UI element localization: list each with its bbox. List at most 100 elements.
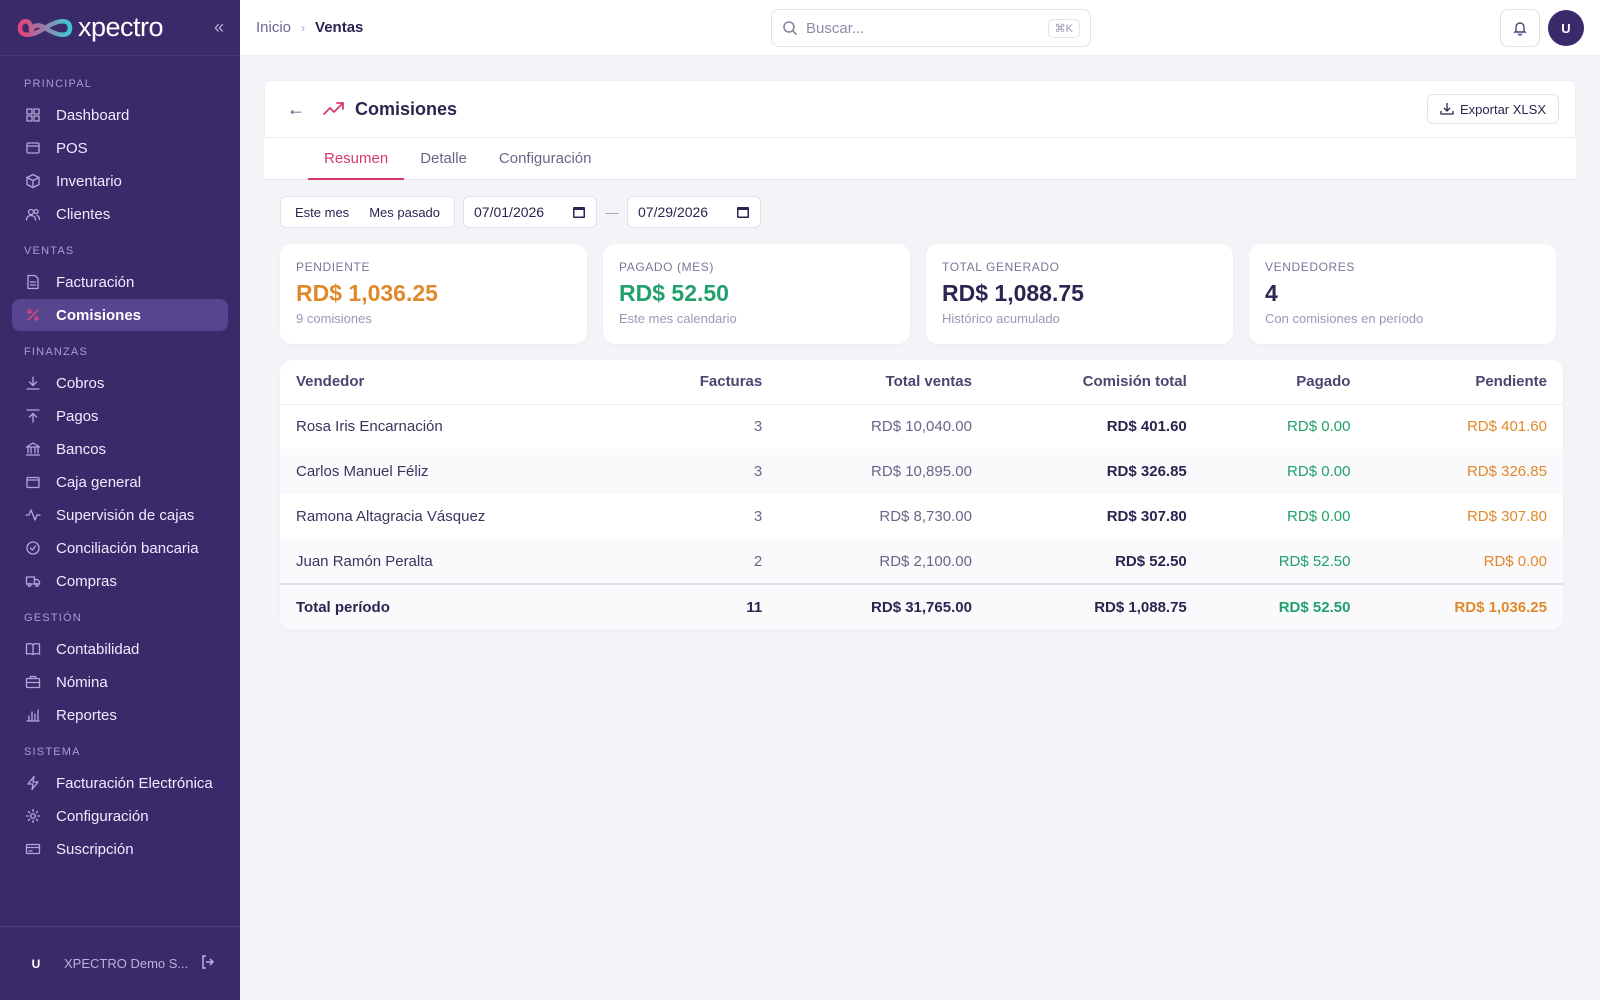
sidebar-item-reportes[interactable]: Reportes — [12, 699, 228, 731]
sidebar-item-configuracion[interactable]: Configuración — [12, 800, 228, 832]
column-header[interactable]: Vendedor — [280, 360, 630, 405]
chevron-right-icon: › — [301, 20, 306, 35]
card-value: RD$ 1,088.75 — [942, 280, 1084, 306]
bank-icon — [24, 440, 42, 458]
sidebar-item-label: Bancos — [56, 440, 107, 458]
box-icon — [24, 172, 42, 190]
sidebar-item-inventario[interactable]: Inventario — [12, 165, 228, 197]
tab-detalle[interactable]: Detalle — [420, 149, 467, 167]
sidebar-item-facturacion-electronica[interactable]: Facturación Electrónica — [12, 767, 228, 799]
search-box[interactable]: ⌘K — [771, 9, 1091, 47]
search-input[interactable] — [806, 19, 1048, 37]
card-value: RD$ 52.50 — [619, 280, 729, 306]
total-cell: Total período — [280, 583, 630, 630]
table-cell: RD$ 401.60 — [1466, 418, 1547, 436]
column-header[interactable]: Facturas — [629, 360, 779, 405]
zap-icon — [24, 774, 42, 792]
summary-card: VENDEDORES 4 Con comisiones en período — [1249, 244, 1556, 344]
breadcrumb: Inicio › Ventas — [256, 19, 363, 36]
total-cell: RD$ 52.50 — [1202, 583, 1367, 630]
breadcrumb-root[interactable]: Inicio — [256, 19, 292, 36]
sidebar-item-label: Suscripción — [56, 840, 134, 858]
summary-card: TOTAL GENERADO RD$ 1,088.75 Histórico acum… — [926, 244, 1233, 344]
table-cell: RD$ 52.50 — [987, 539, 1203, 584]
sidebar-item-nomina[interactable]: Nómina — [12, 666, 228, 698]
table-cell: 3 — [753, 418, 763, 436]
logout-icon[interactable] — [200, 954, 216, 973]
table-row[interactable]: Ramona Altagracia Vásquez 3 RD$ 8,730.00 RD… — [280, 494, 1563, 539]
total-cell: RD$ 31,765.00 — [778, 583, 988, 630]
download-icon — [1440, 103, 1454, 115]
user-avatar[interactable]: U — [1548, 10, 1584, 46]
main-content: ← Comisiones Exportar XLSX Resumen Detall… — [264, 80, 1576, 630]
sidebar-item-dashboard[interactable]: Dashboard — [12, 99, 228, 131]
org-avatar[interactable]: U — [31, 956, 41, 971]
sidebar-item-contabilidad[interactable]: Contabilidad — [12, 633, 228, 665]
sidebar-section-title: SISTEMA — [24, 746, 81, 758]
sidebar-section-title: GESTIÓN — [24, 612, 82, 624]
preset-button[interactable]: Este mes — [295, 204, 350, 220]
users-icon — [24, 205, 42, 223]
table-cell: RD$ 326.85 — [987, 449, 1203, 494]
topbar: Inicio › Ventas ⌘K U — [240, 0, 1600, 56]
sidebar-item-suscripcion[interactable]: Suscripción — [12, 833, 228, 865]
sidebar-item-pagos[interactable]: Pagos — [12, 400, 228, 432]
sidebar-item-caja-general[interactable]: Caja general — [12, 466, 228, 498]
calendar-icon[interactable] — [736, 205, 750, 219]
sidebar-item-label: Compras — [56, 572, 117, 590]
bar-chart-icon — [24, 706, 42, 724]
sidebar-item-facturacion[interactable]: Facturación — [12, 266, 228, 298]
sidebar-item-cobros[interactable]: Cobros — [12, 367, 228, 399]
export-xlsx-button[interactable]: Exportar XLSX — [1427, 94, 1559, 124]
card-subtitle: Con comisiones en período — [1265, 311, 1424, 326]
calendar-icon[interactable] — [572, 205, 586, 219]
table-cell: RD$ 10,040.00 — [871, 418, 972, 436]
table-cell: RD$ 2,100.00 — [778, 539, 988, 584]
date-to-value: 07/29/2026 — [638, 204, 709, 220]
table-cell: RD$ 0.00 — [1287, 418, 1351, 436]
upload-icon — [24, 407, 42, 425]
sidebar-item-clientes[interactable]: Clientes — [12, 198, 228, 230]
table-cell: RD$ 401.60 — [1106, 418, 1187, 436]
table-row[interactable]: Juan Ramón Peralta 2 RD$ 2,100.00 RD$ 52.50… — [280, 539, 1563, 584]
column-header[interactable]: Comisión total — [987, 360, 1203, 405]
gear-icon — [24, 807, 42, 825]
sidebar-item-bancos[interactable]: Bancos — [12, 433, 228, 465]
sidebar-section-title: PRINCIPAL — [24, 78, 93, 90]
sidebar-section-title: FINANZAS — [24, 346, 88, 358]
sidebar-item-compras[interactable]: Compras — [12, 565, 228, 597]
table-row[interactable]: Rosa Iris Encarnación 3 RD$ 10,040.00 RD$ 4… — [280, 404, 1563, 449]
sidebar-item-comisiones[interactable]: Comisiones — [12, 299, 228, 331]
column-header[interactable]: Pagado — [1202, 360, 1367, 405]
preset-button[interactable]: Mes pasado — [369, 204, 441, 220]
sidebar-item-conciliacion-bancaria[interactable]: Conciliación bancaria — [12, 532, 228, 564]
topbar-actions: U — [1500, 9, 1584, 47]
credit-card-icon — [24, 840, 42, 858]
sidebar-item-label: Facturación Electrónica — [56, 774, 213, 792]
column-header[interactable]: Pendiente — [1366, 360, 1563, 405]
table-row[interactable]: Carlos Manuel Féliz 3 RD$ 10,895.00 RD$ 326… — [280, 449, 1563, 494]
table-cell: 3 — [629, 449, 779, 494]
sidebar-item-label: Conciliación bancaria — [56, 539, 199, 557]
date-from-input[interactable]: 07/01/2026 — [463, 196, 598, 228]
sidebar-item-pos[interactable]: POS — [12, 132, 228, 164]
sidebar-item-supervision-de-cajas[interactable]: Supervisión de cajas — [12, 499, 228, 531]
tab-resumen[interactable]: Resumen — [308, 138, 405, 180]
summary-card: PENDIENTE RD$ 1,036.25 9 comisiones — [280, 244, 587, 344]
card-label: PAGADO (MES) — [619, 260, 714, 274]
collapse-sidebar-icon[interactable]: « — [213, 17, 224, 37]
date-to-input[interactable]: 07/29/2026 — [627, 196, 762, 228]
sidebar-item-label: POS — [56, 139, 88, 157]
tab-configuracion[interactable]: Configuración — [498, 149, 592, 167]
card-label: VENDEDORES — [1265, 260, 1356, 274]
notifications-button[interactable] — [1500, 9, 1540, 47]
summary-cards: PENDIENTE RD$ 1,036.25 9 comisiones PAGADO … — [264, 244, 1576, 344]
search-icon — [783, 21, 798, 36]
sidebar-footer: U XPECTRO Demo S... — [0, 926, 240, 1000]
column-header[interactable]: Total ventas — [778, 360, 988, 405]
back-arrow-icon[interactable]: ← — [287, 98, 305, 119]
org-name[interactable]: XPECTRO Demo S... — [64, 956, 189, 971]
sidebar-item-label: Configuración — [56, 807, 149, 825]
table-total-row: Total período 11 RD$ 31,765.00 RD$ 1,088.75… — [280, 583, 1563, 630]
brand-name: xpectro — [78, 12, 164, 42]
